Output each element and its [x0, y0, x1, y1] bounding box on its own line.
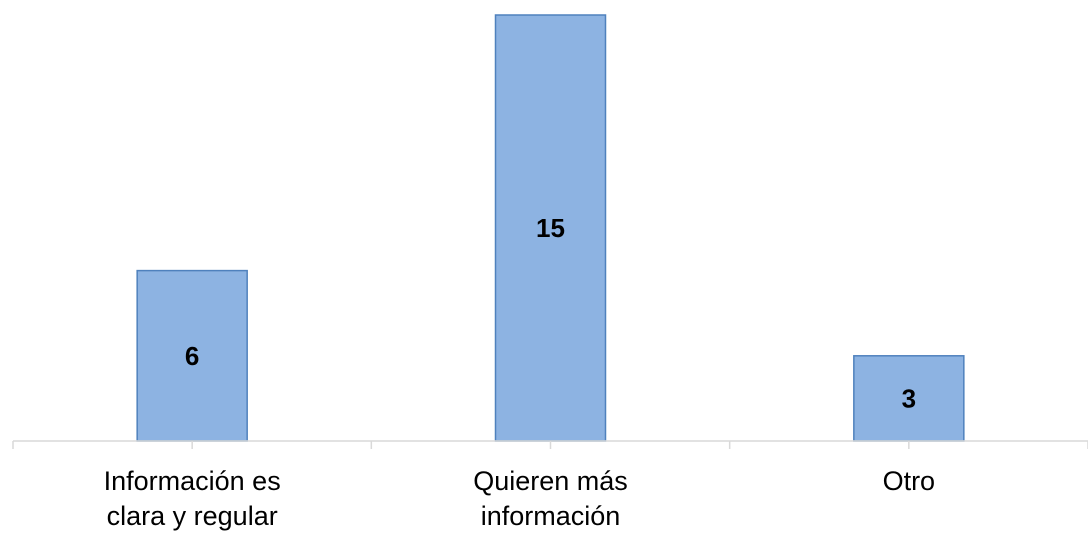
category-label-0-line-0: Información es: [104, 466, 281, 496]
category-label-2-line-0: Otro: [883, 466, 936, 496]
bar-2: [853, 355, 965, 442]
data-labels-group: 6 15 3: [185, 213, 916, 413]
category-label-1-line-1: información: [481, 501, 621, 531]
data-label-2: 3: [902, 383, 916, 413]
bar-1: [494, 14, 607, 442]
x-axis: [12, 440, 1088, 449]
category-label-1: Quieren más información: [473, 466, 628, 531]
category-label-2: Otro: [883, 466, 936, 496]
data-label-1: 15: [536, 213, 565, 243]
bars-group: [136, 14, 965, 442]
data-label-0: 6: [185, 341, 199, 371]
category-label-0-line-1: clara y regular: [107, 501, 278, 531]
category-label-1-line-0: Quieren más: [473, 466, 628, 496]
category-label-0: Información es clara y regular: [104, 466, 281, 531]
bar-0: [136, 269, 248, 442]
category-labels-group: Información es clara y regular Quieren más…: [104, 466, 935, 531]
